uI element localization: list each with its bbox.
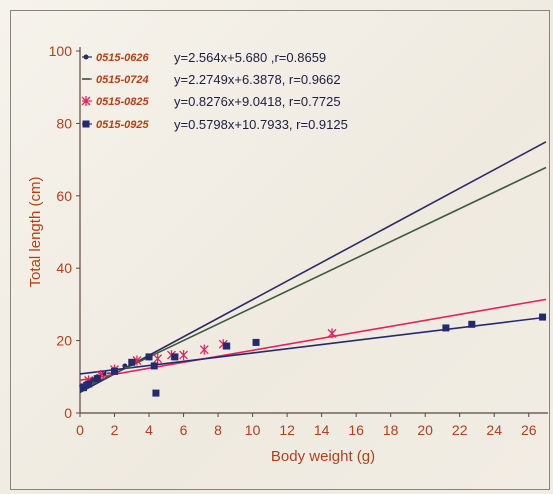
series-points-0515-0925 <box>79 313 547 397</box>
data-point <box>150 362 158 370</box>
legend-equation: y=2.2749x+6.3878, r=0.9662 <box>174 72 341 87</box>
data-point <box>153 353 163 364</box>
data-point <box>327 328 337 339</box>
chart-frame <box>10 10 550 490</box>
regression-line-0515-0825 <box>80 298 547 382</box>
legend: 0515-0626 y=2.564x+5.680 ,r=0.8659 0515-07… <box>81 50 348 132</box>
y-axis-title: Total length (cm) <box>27 177 44 288</box>
x-tick-label: 8 <box>214 422 222 438</box>
data-point <box>93 375 101 383</box>
y-tick-label: 60 <box>56 188 72 204</box>
data-point <box>79 384 87 392</box>
data-point <box>223 342 231 350</box>
data-point <box>442 324 450 332</box>
data-point <box>152 389 160 397</box>
x-tick-label: 24 <box>486 422 502 438</box>
x-tick-label: 16 <box>348 422 364 438</box>
data-point <box>171 353 179 361</box>
y-tick-label: 80 <box>56 115 72 131</box>
data-point <box>199 344 209 355</box>
legend-label: 0515-0925 <box>96 119 149 131</box>
legend-marker <box>83 54 89 60</box>
x-tick-label: 20 <box>417 422 433 438</box>
data-point <box>128 358 136 366</box>
legend-equation: y=0.8276x+9.0418, r=0.7725 <box>174 94 341 109</box>
legend-marker <box>82 120 90 128</box>
y-tick-label: 100 <box>49 43 73 59</box>
x-tick-label: 6 <box>180 422 188 438</box>
x-tick-label: 22 <box>452 422 468 438</box>
legend-label: 0515-0626 <box>96 52 149 64</box>
legend-equation: y=2.564x+5.680 ,r=0.8659 <box>174 50 326 65</box>
y-tick-label: 0 <box>64 405 72 421</box>
regression-line-0515-0626 <box>80 141 547 394</box>
legend-equation: y=0.5798x+10.7933, r=0.9125 <box>174 117 348 132</box>
x-tick-label: 4 <box>145 422 153 438</box>
data-point <box>111 367 119 375</box>
regression-line-0515-0925 <box>80 316 547 375</box>
x-tick-label: 26 <box>521 422 537 438</box>
data-point <box>85 380 93 388</box>
series-points-0515-0825 <box>84 328 337 386</box>
x-tick-label: 0 <box>76 422 84 438</box>
legend-label: 0515-0724 <box>96 74 149 86</box>
x-tick-label: 18 <box>383 422 399 438</box>
regression-line-0515-0724 <box>80 166 547 391</box>
y-tick-label: 20 <box>56 333 72 349</box>
x-tick-label: 14 <box>314 422 330 438</box>
legend-label: 0515-0825 <box>96 96 149 108</box>
data-point <box>179 350 189 361</box>
data-point <box>145 353 153 361</box>
x-tick-label: 2 <box>111 422 119 438</box>
x-axis-title: Body weight (g) <box>271 448 375 465</box>
data-point <box>468 320 476 328</box>
data-point <box>539 313 547 321</box>
y-tick-label: 40 <box>56 260 72 276</box>
x-tick-label: 10 <box>245 422 261 438</box>
data-point <box>252 338 260 346</box>
x-tick-label: 12 <box>279 422 295 438</box>
legend-marker <box>81 96 91 106</box>
